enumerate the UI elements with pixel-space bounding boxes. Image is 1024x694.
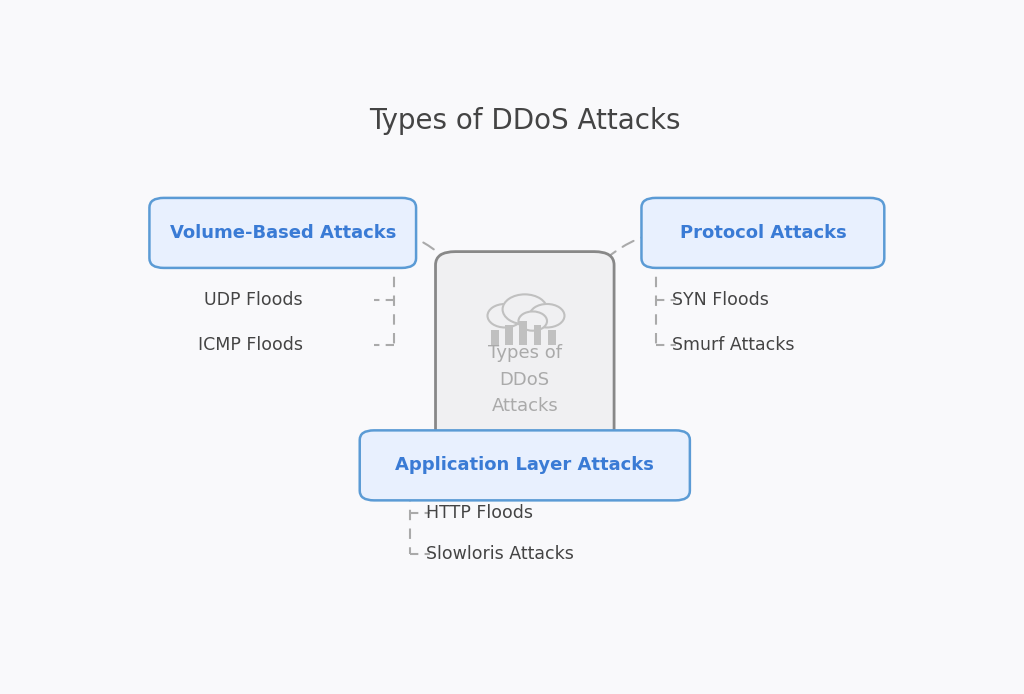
Bar [519,321,527,345]
Bar [505,325,513,345]
Circle shape [503,294,547,324]
Circle shape [518,312,547,331]
Text: Smurf Attacks: Smurf Attacks [672,336,795,354]
FancyBboxPatch shape [359,430,690,500]
Text: Types of DDoS Attacks: Types of DDoS Attacks [369,107,681,135]
Bar [534,325,542,345]
Bar [490,330,499,345]
FancyBboxPatch shape [150,198,416,268]
Text: SYN Floods: SYN Floods [672,291,768,309]
Text: Slowloris Attacks: Slowloris Attacks [426,545,573,563]
Text: ICMP Floods: ICMP Floods [198,336,303,354]
Text: HTTP Floods: HTTP Floods [426,505,532,523]
FancyBboxPatch shape [641,198,885,268]
Circle shape [487,304,522,328]
Text: Application Layer Attacks: Application Layer Attacks [395,457,654,475]
Circle shape [529,304,564,328]
Text: Types of
DDoS
Attacks: Types of DDoS Attacks [487,344,562,415]
Text: Protocol Attacks: Protocol Attacks [680,224,846,242]
Text: Volume-Based Attacks: Volume-Based Attacks [170,224,396,242]
Bar [548,330,556,345]
FancyBboxPatch shape [435,252,614,449]
Text: UDP Floods: UDP Floods [204,291,303,309]
